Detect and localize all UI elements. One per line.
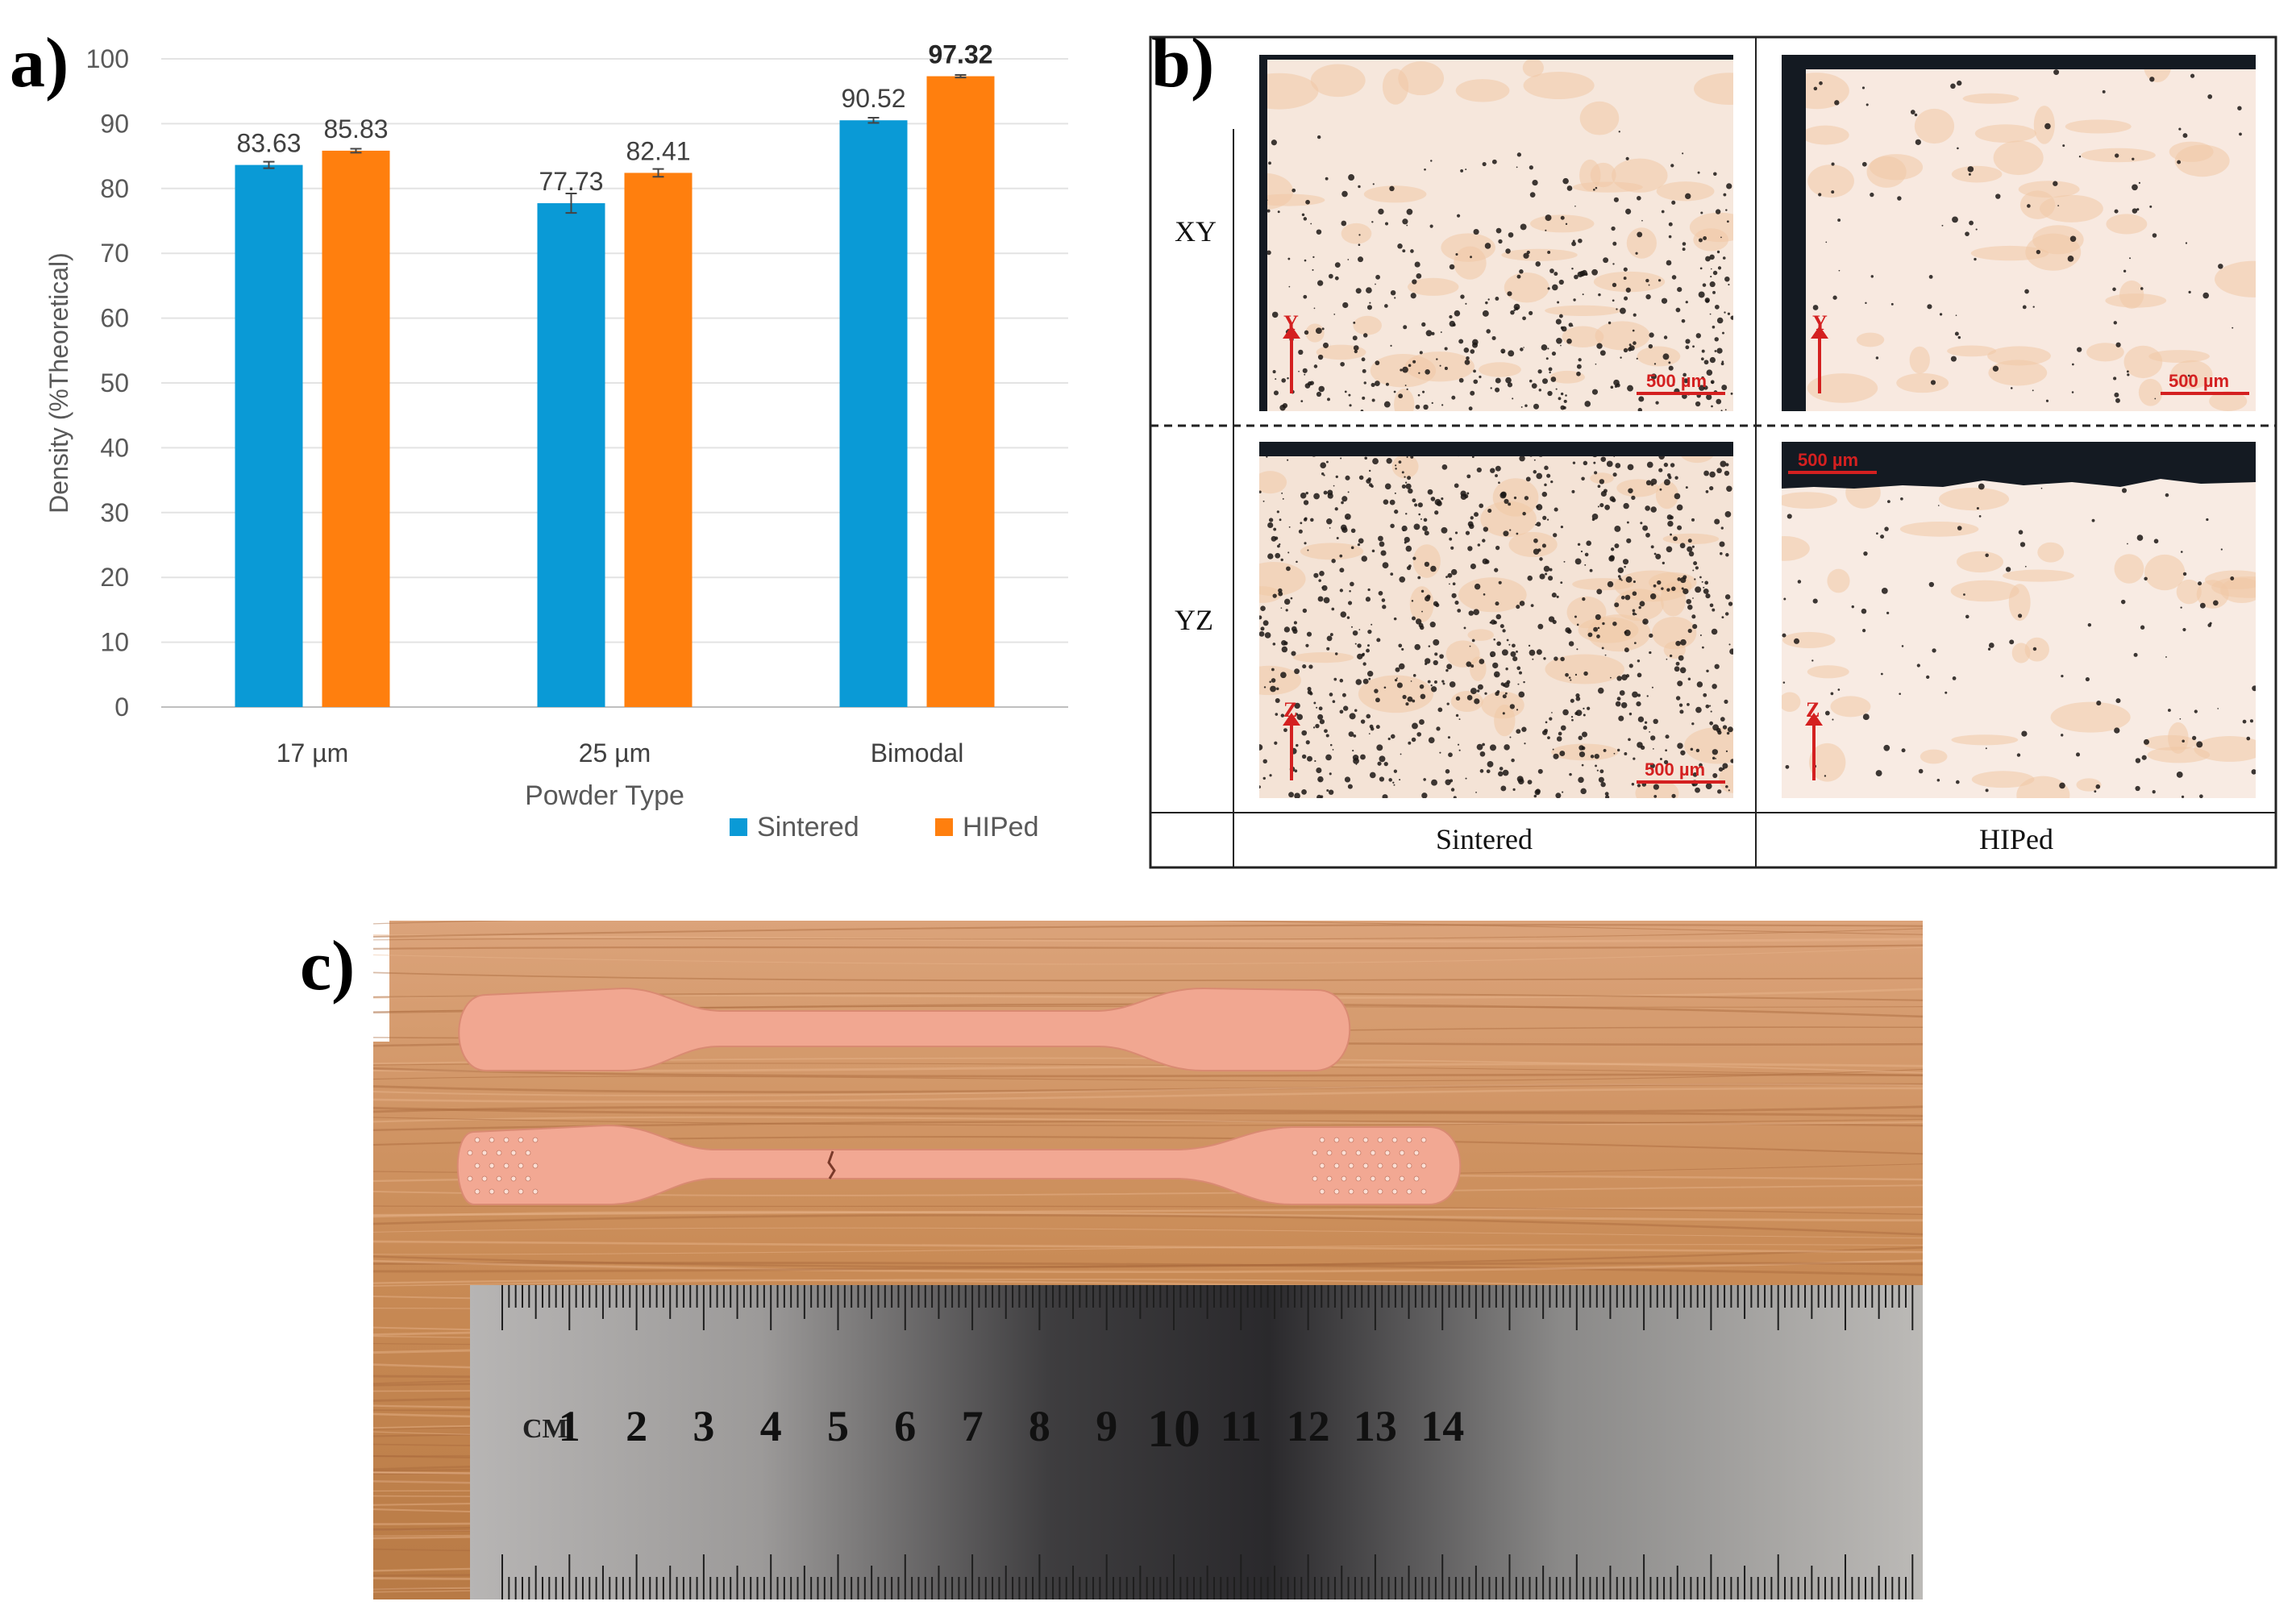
- z-axis-arrow: [1805, 713, 1823, 780]
- scale-bar: [2161, 392, 2249, 395]
- legend-label-sintered: Sintered: [757, 812, 859, 842]
- bar-sintered: [537, 203, 605, 708]
- y-axis-letter: Y: [1812, 311, 1828, 335]
- y-axis-title: Density (%Theoretical): [44, 252, 73, 514]
- ruler-number: 12: [1287, 1402, 1330, 1450]
- y-tick-label: 90: [100, 109, 129, 138]
- scale-bar: [1637, 780, 1725, 784]
- ruler-number: 13: [1354, 1402, 1397, 1450]
- scale-label: 500 µm: [1798, 450, 1859, 470]
- ruler-number: 14: [1420, 1402, 1464, 1450]
- ruler-number: 10: [1147, 1400, 1200, 1458]
- column-label-sintered: Sintered: [1436, 823, 1533, 855]
- z-axis-arrow: [1283, 713, 1300, 780]
- x-axis-title: Powder Type: [525, 780, 684, 811]
- ruler-number: 8: [1029, 1402, 1050, 1450]
- x-tick-label: Bimodal: [871, 738, 964, 767]
- y-tick-label: 10: [100, 628, 129, 657]
- ruler-number: 11: [1221, 1402, 1262, 1450]
- fracture-line: [827, 1150, 836, 1179]
- bar-hiped: [624, 173, 693, 708]
- micrograph-hiped-xy: Y 500 µm: [1782, 55, 2256, 411]
- y-tick-label: 0: [114, 693, 129, 722]
- legend-swatch-hiped: [935, 818, 953, 836]
- row-label-yz: YZ: [1175, 604, 1213, 636]
- z-axis-letter: Z: [1283, 698, 1298, 722]
- panel-c-label: c): [300, 927, 356, 1005]
- data-label: 82.41: [626, 136, 690, 165]
- scale-label: 500 µm: [1645, 759, 1706, 780]
- ruler-number: 6: [894, 1402, 916, 1450]
- micrograph-hiped-yz: Z 500 µm: [1782, 442, 2256, 798]
- y-tick-label: 70: [100, 239, 129, 268]
- y-tick-label: 80: [100, 174, 129, 203]
- z-axis-letter: Z: [1806, 698, 1820, 722]
- y-tick-label: 50: [100, 368, 129, 397]
- data-label: 83.63: [236, 129, 301, 158]
- y-tick-label: 20: [100, 563, 129, 592]
- panel-a-label: a): [10, 24, 69, 102]
- data-label: 77.73: [539, 167, 603, 196]
- micrograph-panel: XY YZ Sintered HIPed Y 500 µm Y 500 µm Z…: [1149, 32, 2277, 871]
- y-axis-arrow: [1283, 326, 1300, 393]
- row-label-xy: XY: [1175, 215, 1217, 248]
- ruler-number: 3: [693, 1402, 714, 1450]
- y-tick-label: 40: [100, 433, 129, 462]
- scale-bar: [1637, 392, 1725, 395]
- scale-bar: [1788, 471, 1877, 474]
- data-label: 97.32: [928, 40, 992, 69]
- specimen-photo: CM 1 2 3 4 5 6 7 8 9 10 11 12 13 14: [373, 921, 1923, 1599]
- bar-sintered: [839, 120, 908, 708]
- grip-texture: [467, 1137, 1427, 1195]
- micrograph-sintered-yz: Z 500 µm: [1259, 442, 1733, 798]
- legend-swatch-sintered: [730, 818, 747, 836]
- ruler-number: 4: [760, 1402, 782, 1450]
- data-label: 85.83: [323, 114, 388, 144]
- legend-label-hiped: HIPed: [963, 812, 1039, 842]
- ruler-number: 2: [626, 1402, 647, 1450]
- ruler-number: 5: [827, 1402, 849, 1450]
- y-tick-label: 60: [100, 304, 129, 333]
- ruler-unit-label: CM: [522, 1414, 568, 1444]
- tensile-specimen-bottom: [456, 1124, 1462, 1205]
- data-label: 90.52: [841, 84, 905, 113]
- y-tick-label: 30: [100, 498, 129, 527]
- micrograph-sintered-xy: Y 500 µm: [1259, 55, 1733, 411]
- y-axis-arrow: [1811, 326, 1828, 393]
- ruler-number: 1: [559, 1402, 580, 1450]
- ruler-number: 9: [1096, 1402, 1117, 1450]
- scale-label: 500 µm: [2169, 371, 2230, 391]
- micrograph-grid-lines: [1149, 35, 2277, 869]
- ruler-number: 7: [962, 1402, 984, 1450]
- y-tick-label: 100: [86, 44, 129, 73]
- bar-hiped: [322, 150, 390, 707]
- column-label-hiped: HIPed: [1979, 823, 2053, 855]
- bar-sintered: [235, 164, 303, 707]
- ruler-numbers: 1 2 3 4 5 6 7 8 9 10 11 12 13 14: [559, 1400, 1464, 1458]
- scale-label: 500 µm: [1646, 371, 1707, 391]
- y-axis-letter: Y: [1283, 311, 1299, 335]
- tensile-specimen-top: [458, 987, 1351, 1071]
- steel-ruler: [470, 1285, 1923, 1599]
- x-tick-label: 25 µm: [579, 738, 651, 767]
- x-tick-label: 17 µm: [277, 738, 349, 767]
- bar-hiped: [926, 76, 995, 708]
- density-bar-chart: 0 10 20 30 40 50 60 70 80 90 100 83.63 85.83 17 µm 77.…: [44, 40, 1068, 842]
- ruler-ticks: [501, 1285, 1914, 1599]
